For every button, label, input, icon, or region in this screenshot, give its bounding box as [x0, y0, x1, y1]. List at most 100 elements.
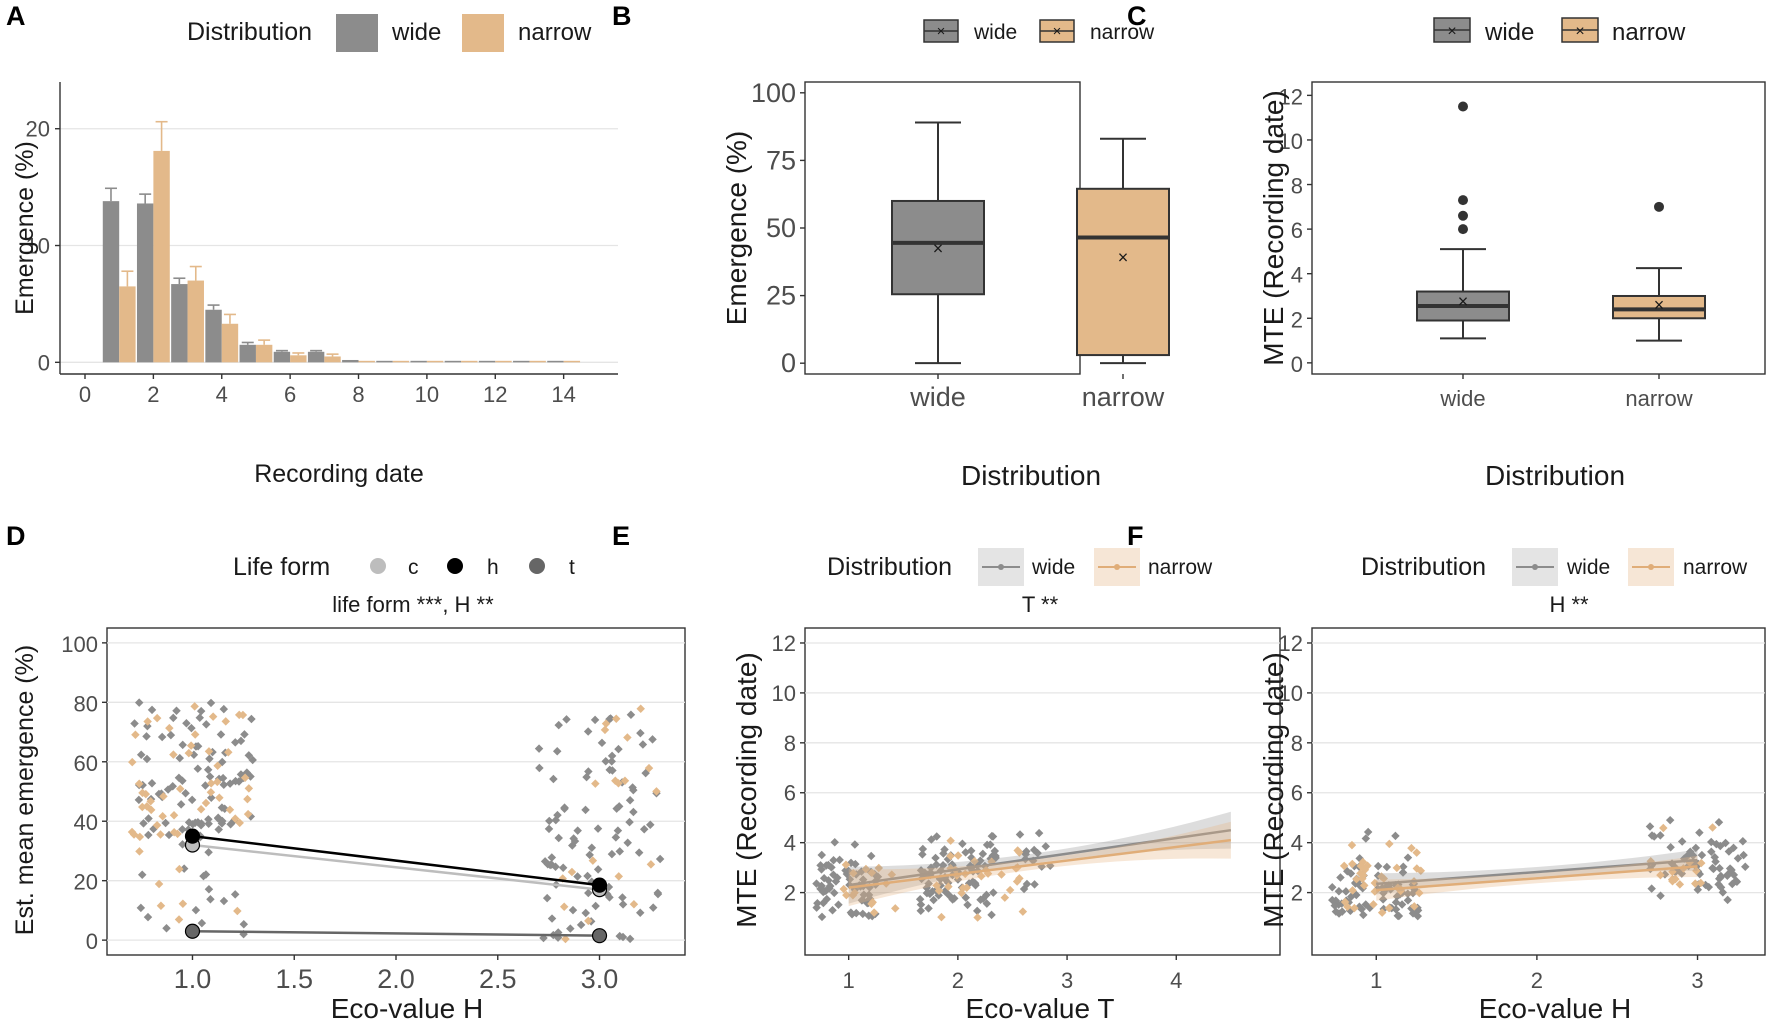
data-point-narrow: [848, 891, 858, 900]
data-point-wide: [918, 850, 927, 859]
outlier-wide: [1458, 210, 1468, 221]
data-point-wide: [1030, 880, 1039, 889]
data-point-narrow: [612, 714, 621, 723]
bar-wide: [342, 359, 359, 363]
data-point-wide: [625, 934, 635, 944]
data-point-narrow: [1668, 867, 1677, 877]
data-point-wide: [147, 705, 157, 715]
data-point-wide: [636, 728, 645, 738]
data-point-wide: [130, 719, 139, 728]
data-point-wide: [618, 900, 628, 909]
data-point-wide: [219, 896, 229, 906]
data-point-wide: [932, 832, 941, 841]
data-point-wide: [247, 714, 256, 724]
data-point-wide: [169, 713, 178, 723]
outlier-wide: [1458, 224, 1468, 235]
bar-narrow: [324, 356, 341, 363]
data-point-wide: [940, 845, 949, 854]
legend-swatch-narrow: [462, 14, 504, 52]
data-point-wide: [605, 765, 614, 775]
legend-dot-h: [447, 558, 463, 574]
data-point-wide: [857, 896, 867, 905]
data-point-narrow: [1668, 877, 1677, 886]
data-point-wide: [1697, 850, 1707, 860]
y-tick-label-b: 50: [766, 213, 796, 243]
panel-c: × wide × narrow 0 2 4 6 8 10 12 Distribution MTE (Re…: [1258, 81, 1766, 491]
data-point-narrow: [1348, 886, 1357, 895]
data-point-narrow: [1385, 839, 1394, 849]
data-point-wide: [824, 860, 833, 870]
x-tick-label-c: wide: [1439, 386, 1485, 411]
data-point-narrow: [559, 902, 569, 911]
mean-point-h: [184, 828, 201, 844]
data-point-wide: [845, 874, 855, 884]
legend-label-narrow-b: narrow: [1090, 21, 1155, 44]
data-point-wide: [623, 838, 632, 848]
outlier-wide: [1458, 101, 1468, 112]
data-point-wide: [646, 820, 655, 829]
data-point-narrow: [131, 730, 140, 739]
data-point-wide: [1041, 842, 1050, 851]
bar-narrow: [119, 286, 136, 363]
data-point-narrow: [1692, 866, 1701, 876]
data-point-narrow: [934, 886, 944, 896]
bar-narrow: [461, 360, 478, 363]
data-point-wide: [648, 735, 657, 744]
data-point-wide: [551, 862, 560, 872]
y-tick-label-c: 6: [1291, 218, 1303, 243]
data-point-wide: [593, 865, 603, 874]
data-point-wide: [1723, 870, 1733, 879]
data-point-wide: [206, 698, 216, 708]
data-point-narrow: [152, 713, 162, 723]
data-point-wide: [1034, 828, 1044, 838]
data-point-wide: [1729, 843, 1738, 853]
data-point-wide: [1714, 817, 1724, 827]
data-point-wide: [1403, 889, 1413, 899]
data-point-wide: [866, 851, 876, 861]
data-point-wide: [191, 905, 201, 915]
data-point-narrow: [190, 730, 200, 739]
subtitle-f: H **: [1549, 592, 1589, 617]
data-point-wide: [204, 848, 213, 857]
data-point-narrow: [1407, 843, 1416, 853]
panel-label-e: E: [612, 521, 630, 551]
data-point-narrow: [143, 717, 152, 726]
data-point-narrow: [169, 810, 179, 820]
svg-text:×: ×: [1447, 23, 1456, 40]
data-point-wide: [978, 849, 988, 859]
data-point-wide: [144, 830, 153, 840]
data-point-wide: [989, 888, 998, 897]
data-point-wide: [1015, 830, 1025, 839]
x-axis-title-e: Eco-value T: [966, 993, 1115, 1024]
data-point-wide: [172, 706, 181, 715]
x-tick-label-a: 2: [147, 382, 159, 407]
data-point-narrow: [1384, 903, 1394, 913]
data-point-narrow: [243, 794, 252, 804]
data-point-wide: [614, 744, 623, 754]
svg-text:×: ×: [1053, 23, 1062, 40]
data-point-wide: [601, 757, 610, 766]
y-tick-label-f: 6: [1291, 781, 1303, 806]
data-point-narrow: [623, 733, 632, 742]
x-tick-label-e: 2: [952, 968, 964, 993]
data-point-narrow: [178, 899, 188, 908]
data-point-wide: [1399, 862, 1408, 872]
y-tick-label-c: 12: [1279, 84, 1303, 109]
y-tick-label-c: 0: [1291, 352, 1303, 377]
data-point-wide: [924, 904, 933, 913]
data-point-wide: [1647, 884, 1656, 893]
legend-key-narrow-c: ×: [1561, 17, 1599, 43]
bar-wide: [410, 360, 427, 363]
regression-line-narrow: [1376, 865, 1698, 892]
data-point-narrow: [1696, 878, 1706, 888]
data-point-wide: [534, 744, 544, 753]
legend-key-narrow-b: ×: [1039, 19, 1075, 43]
data-point-narrow: [652, 787, 661, 796]
data-point-wide: [136, 903, 146, 913]
data-point-wide: [581, 805, 590, 815]
data-point-wide: [987, 910, 996, 920]
data-point-wide: [1394, 911, 1404, 921]
data-point-narrow: [636, 704, 645, 714]
data-point-wide: [605, 893, 614, 902]
